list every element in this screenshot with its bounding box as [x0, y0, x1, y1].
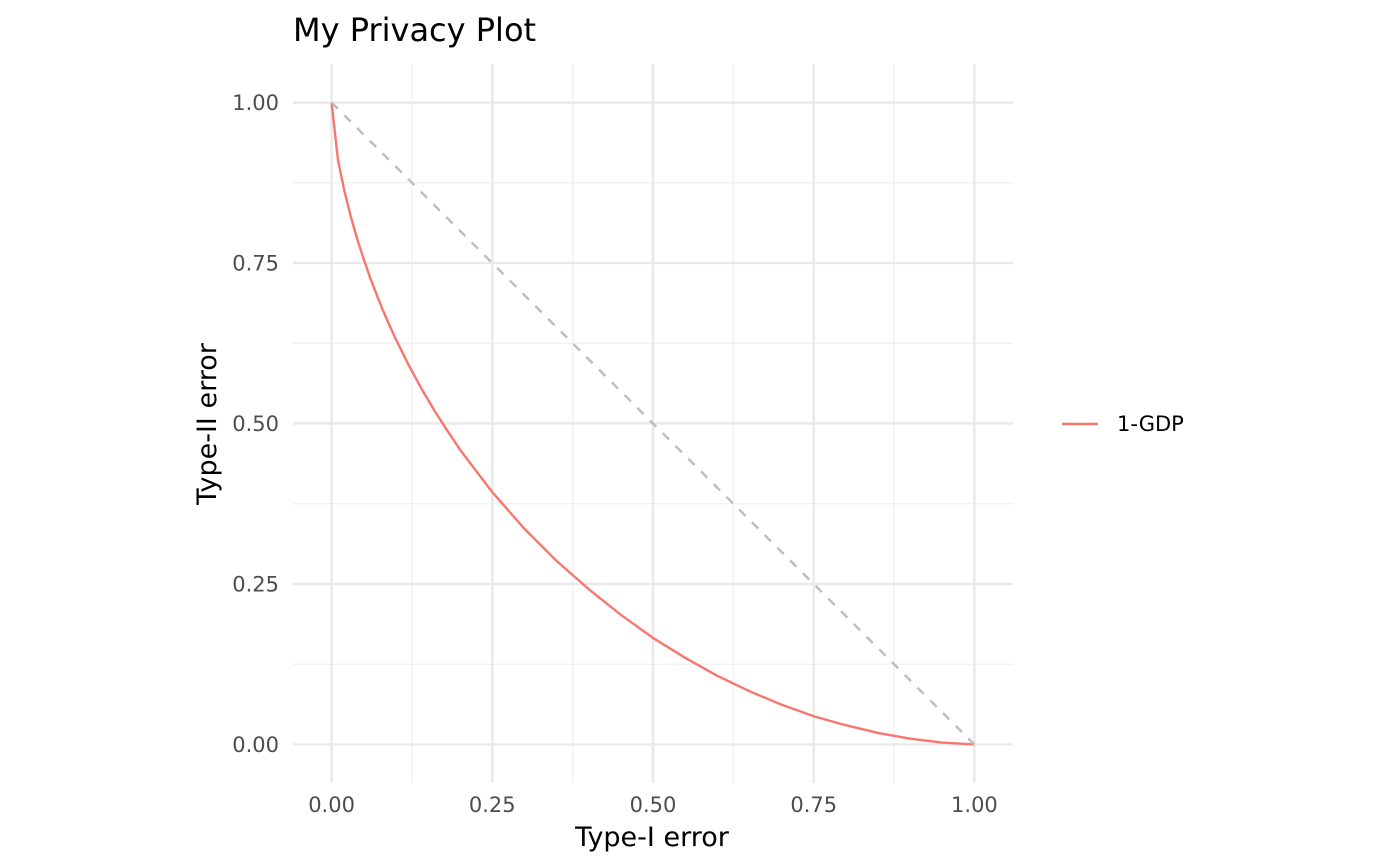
- y-tick-label: 0.75: [232, 252, 279, 276]
- x-tick-label: 1.00: [951, 793, 998, 817]
- y-tick-label: 0.00: [232, 733, 279, 757]
- series-layer: [330, 101, 976, 746]
- y-axis-title: Type-II error: [192, 342, 223, 506]
- x-tick-label: 0.25: [469, 793, 516, 817]
- y-tick-label: 0.50: [232, 412, 279, 436]
- series-line-1-gdp: [330, 102, 975, 746]
- y-tick-label: 0.25: [232, 572, 279, 596]
- chart-title: My Privacy Plot: [293, 11, 536, 49]
- major-gridlines: [293, 64, 1013, 783]
- y-tick-label: 1.00: [232, 91, 279, 115]
- x-axis-title: Type-I error: [574, 822, 730, 853]
- legend-label-1-gdp: 1-GDP: [1117, 412, 1184, 436]
- y-axis-tick-labels: 0.00 0.25 0.50 0.75 1.00: [232, 91, 279, 757]
- x-tick-label: 0.75: [790, 793, 837, 817]
- reference-diagonal-line: [330, 101, 976, 746]
- legend: 1-GDP: [1062, 412, 1184, 436]
- x-tick-label: 0.00: [308, 793, 355, 817]
- x-axis-tick-labels: 0.00 0.25 0.50 0.75 1.00: [308, 793, 998, 817]
- x-tick-label: 0.50: [630, 793, 677, 817]
